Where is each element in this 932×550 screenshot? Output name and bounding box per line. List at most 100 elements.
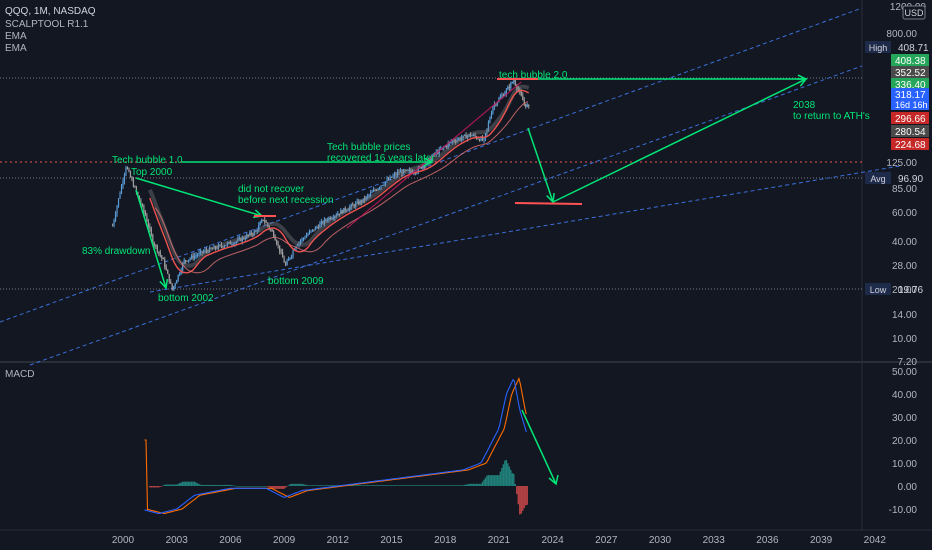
price-tag-label-bg	[865, 283, 891, 295]
candle-body	[173, 286, 175, 290]
price-tag-value: 96.90	[898, 174, 923, 185]
candle-body	[201, 250, 203, 253]
label-bottom-2002: bottom 2002	[158, 293, 214, 304]
candle-body	[144, 211, 146, 216]
macd-histogram-bar	[289, 484, 291, 486]
macd-histogram-bar	[425, 485, 427, 486]
candle-body	[328, 217, 330, 221]
macd-histogram-bar	[193, 481, 196, 486]
macd-histogram-bar	[359, 485, 361, 486]
candle-body	[331, 218, 333, 220]
candle-body	[399, 171, 402, 173]
price-tag-value: 318.17	[895, 90, 926, 101]
candle-body	[134, 186, 136, 188]
macd-histogram-bar	[453, 485, 455, 486]
candle-body	[417, 167, 419, 173]
candle-body	[358, 201, 360, 204]
macd-histogram-bar	[519, 486, 521, 515]
macd-histogram-bar	[266, 486, 269, 487]
candle-body	[179, 273, 181, 275]
trendline-lower	[149, 165, 901, 293]
macd-histogram-bar	[258, 486, 260, 487]
candle-body	[140, 200, 142, 205]
candle-body	[422, 165, 424, 169]
candle-body	[252, 234, 254, 236]
candle-body	[226, 243, 229, 246]
macd-histogram-bar	[483, 479, 485, 486]
candle-body	[149, 226, 151, 229]
macd-histogram-bar	[389, 485, 391, 486]
candle-body	[282, 251, 284, 258]
candle-body	[307, 234, 309, 236]
candle-body	[343, 208, 345, 214]
candle-body	[244, 238, 246, 240]
candle-body	[350, 204, 352, 207]
candle-body	[502, 95, 504, 97]
macd-histogram-bar	[383, 485, 385, 486]
candle-body	[138, 195, 141, 201]
candle-body	[516, 84, 518, 89]
macd-tick: 40.00	[892, 390, 917, 401]
candle-body	[296, 244, 299, 247]
macd-legend: MACD	[5, 369, 34, 380]
price-tag-label: Low	[870, 285, 887, 295]
candle-body	[170, 281, 172, 284]
candle-body	[186, 260, 188, 262]
candle-body	[284, 262, 287, 266]
macd-histogram-bar	[431, 485, 433, 486]
candle-body	[359, 200, 361, 204]
macd-histogram-bar	[195, 482, 197, 486]
candle-body	[487, 122, 490, 129]
macd-histogram-bar	[281, 486, 284, 489]
macd-histogram-bar	[490, 475, 493, 486]
candle-body	[228, 242, 230, 244]
macd-histogram-bar	[208, 484, 211, 486]
arrow-tech-bubble-2-head	[797, 74, 808, 84]
candle-body	[276, 240, 278, 244]
candle-body	[246, 234, 248, 239]
candle-body	[232, 244, 234, 246]
macd-histogram-bar	[187, 481, 190, 486]
macd-histogram-bar	[183, 481, 185, 486]
macd-line	[144, 378, 527, 514]
macd-histogram-bar	[255, 486, 257, 487]
candle-body	[316, 227, 318, 229]
candle-body	[504, 93, 506, 97]
macd-histogram-bar	[363, 485, 366, 486]
price-tag-value: 408.71	[898, 43, 929, 54]
macd-histogram-bar	[399, 485, 402, 486]
candle-body	[253, 231, 255, 235]
macd-histogram-bar	[435, 485, 437, 486]
candle-body	[265, 221, 267, 223]
macd-histogram-bar	[234, 485, 236, 487]
candle-body	[522, 95, 524, 101]
macd-histogram-bar	[271, 486, 273, 489]
macd-histogram-bar	[456, 485, 458, 486]
macd-histogram-bar	[420, 485, 423, 486]
macd-histogram-bar	[444, 485, 446, 486]
macd-histogram-bar	[228, 484, 230, 486]
macd-histogram-bar	[372, 485, 375, 486]
macd-histogram-bar	[249, 486, 251, 487]
candle-body	[402, 169, 405, 174]
macd-histogram-bar	[247, 486, 249, 487]
candle-body	[344, 208, 346, 211]
macd-histogram-bar	[516, 486, 518, 495]
currency-label: USD	[904, 8, 924, 18]
macd-histogram-bar	[499, 471, 502, 486]
candle-body	[150, 228, 152, 235]
candle-body	[277, 243, 279, 246]
candle-body	[171, 283, 173, 290]
price-axis: 1200.00800.00125.0085.0060.0040.0028.002…	[865, 2, 929, 368]
candle-body	[447, 143, 449, 147]
candle-body	[466, 135, 469, 139]
price-tick: 125.00	[886, 158, 917, 169]
macd-histogram-bar	[407, 485, 409, 486]
candle-body	[392, 175, 394, 178]
price-tag-1: 408.38	[891, 54, 929, 67]
candle-body	[337, 213, 339, 216]
candle-body	[484, 133, 487, 139]
